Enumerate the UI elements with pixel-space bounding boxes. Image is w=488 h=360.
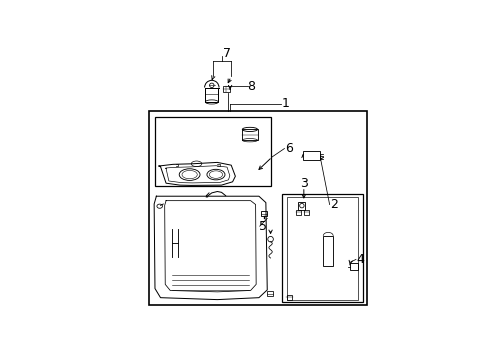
- Bar: [287, 197, 357, 300]
- Bar: [298, 202, 305, 210]
- Bar: [155, 117, 271, 186]
- Bar: [267, 291, 272, 296]
- Bar: [286, 295, 292, 300]
- Bar: [282, 194, 362, 302]
- Bar: [323, 236, 332, 266]
- Text: 1: 1: [281, 97, 288, 110]
- Bar: [149, 111, 366, 305]
- Bar: [223, 86, 229, 92]
- Text: 6: 6: [285, 142, 292, 155]
- Text: 8: 8: [247, 80, 255, 93]
- Text: 3: 3: [299, 177, 307, 190]
- Text: 5: 5: [259, 220, 267, 233]
- Text: 7: 7: [223, 47, 230, 60]
- Bar: [304, 210, 308, 215]
- Text: 4: 4: [355, 253, 363, 266]
- Bar: [350, 263, 357, 270]
- Bar: [260, 211, 267, 216]
- Bar: [303, 151, 319, 160]
- Text: 2: 2: [329, 198, 337, 211]
- Bar: [205, 87, 218, 102]
- Bar: [242, 129, 257, 140]
- Bar: [295, 210, 301, 215]
